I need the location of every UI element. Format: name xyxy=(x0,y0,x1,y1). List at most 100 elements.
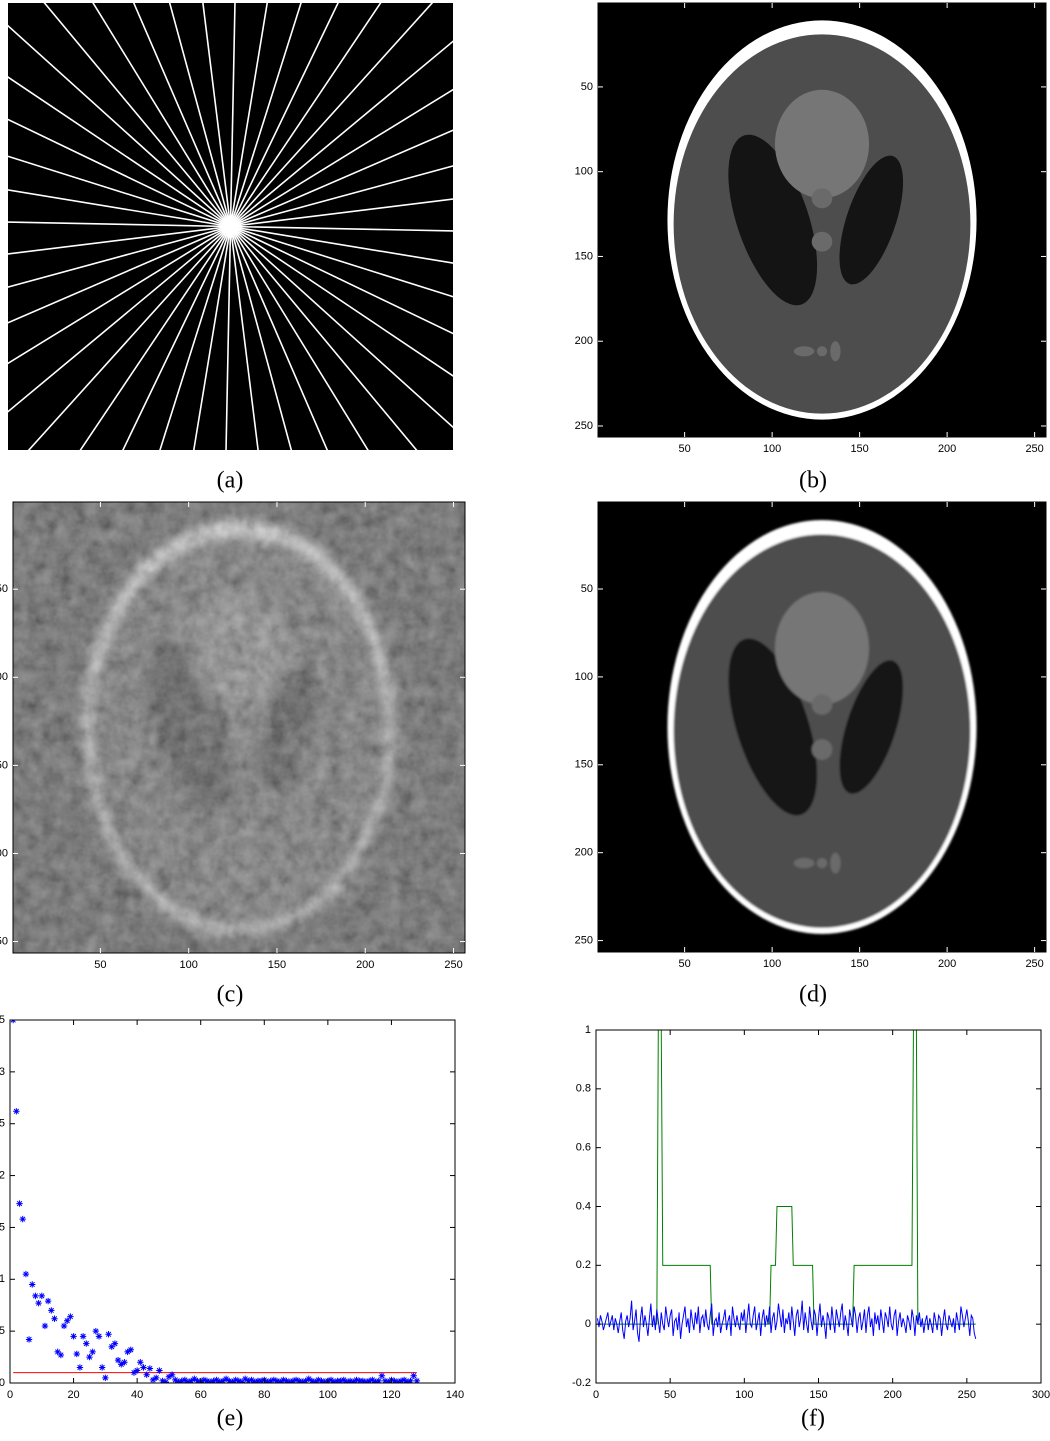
x-tick-label: 250 xyxy=(444,959,462,971)
point xyxy=(156,1367,163,1374)
point xyxy=(337,1377,344,1383)
point xyxy=(308,1377,316,1383)
y-tick-label: 150 xyxy=(0,759,8,771)
point xyxy=(178,1377,185,1383)
point xyxy=(200,1376,208,1383)
y-tick-label: 3 xyxy=(0,1066,5,1078)
point xyxy=(70,1333,77,1340)
y-tick-label: 200 xyxy=(575,335,593,347)
y-tick-label: 0 xyxy=(585,1318,591,1330)
point xyxy=(365,1377,373,1383)
y-tick-label: 150 xyxy=(575,759,593,771)
point xyxy=(25,1336,33,1343)
point xyxy=(111,1340,119,1347)
x-tick-label: 200 xyxy=(938,443,956,455)
point xyxy=(270,1376,278,1383)
point xyxy=(397,1377,405,1383)
point xyxy=(60,1322,68,1330)
point xyxy=(289,1377,297,1383)
point xyxy=(83,1340,90,1347)
point xyxy=(86,1353,93,1361)
point xyxy=(302,1377,309,1383)
point xyxy=(222,1375,230,1383)
y-tick-label: 100 xyxy=(575,166,593,178)
point xyxy=(108,1343,115,1350)
phantom-region xyxy=(793,346,815,357)
axes-frame xyxy=(597,501,1047,953)
x-tick-label: 50 xyxy=(664,1389,676,1401)
caption: (b) xyxy=(799,468,827,494)
point xyxy=(404,1378,411,1383)
point xyxy=(292,1376,300,1383)
plot-area xyxy=(13,502,465,953)
plot-area xyxy=(8,3,453,450)
point xyxy=(242,1375,249,1383)
point xyxy=(35,1299,42,1307)
y-tick-label: 0.5 xyxy=(0,1325,5,1337)
y-tick-label: 2 xyxy=(0,1169,5,1181)
caption: (f) xyxy=(801,1406,825,1432)
point xyxy=(248,1376,255,1383)
phantom-region xyxy=(811,694,833,715)
point xyxy=(118,1361,125,1368)
phantom-region xyxy=(811,188,833,209)
point xyxy=(391,1377,398,1383)
plot-area xyxy=(598,502,1046,952)
point xyxy=(229,1378,236,1383)
x-tick-label: 140 xyxy=(446,1389,464,1401)
caption: (d) xyxy=(799,982,827,1008)
point xyxy=(79,1333,87,1340)
point xyxy=(226,1377,233,1383)
caption: (a) xyxy=(217,468,244,494)
point xyxy=(191,1375,198,1383)
point xyxy=(264,1378,271,1383)
x-tick-label: 50 xyxy=(679,443,691,455)
axes-frame xyxy=(9,1019,456,1384)
plot-area xyxy=(596,1030,977,1342)
point xyxy=(153,1374,160,1382)
point xyxy=(216,1378,223,1383)
point xyxy=(105,1331,112,1338)
point xyxy=(146,1365,154,1372)
x-tick-label: 50 xyxy=(679,958,691,970)
point xyxy=(327,1376,335,1383)
y-tick-label: 250 xyxy=(0,935,8,947)
point xyxy=(32,1292,39,1300)
point xyxy=(375,1377,382,1383)
x-tick-label: 150 xyxy=(850,958,868,970)
point xyxy=(149,1376,157,1383)
point xyxy=(187,1377,195,1383)
x-tick-label: 100 xyxy=(763,443,781,455)
x-tick-label: 100 xyxy=(763,958,781,970)
point xyxy=(127,1346,134,1354)
point xyxy=(159,1377,166,1383)
axes-frame xyxy=(597,2,1047,438)
y-tick-label: 200 xyxy=(575,847,593,859)
point xyxy=(175,1378,182,1383)
x-tick-label: 100 xyxy=(319,1389,337,1401)
point xyxy=(143,1371,150,1378)
point xyxy=(385,1378,392,1383)
x-tick-label: 120 xyxy=(382,1389,400,1401)
point xyxy=(184,1378,192,1383)
y-tick-label: 100 xyxy=(575,671,593,683)
y-tick-label: 0 xyxy=(0,1377,5,1389)
point xyxy=(407,1377,414,1383)
x-tick-label: 20 xyxy=(67,1389,79,1401)
phantom-region xyxy=(673,534,971,928)
phantom-region xyxy=(816,857,828,869)
y-tick-label: 1 xyxy=(0,1273,5,1285)
point xyxy=(203,1377,211,1383)
y-tick-label: 250 xyxy=(575,934,593,946)
phantom-region xyxy=(830,341,841,362)
point xyxy=(372,1378,379,1383)
point xyxy=(378,1372,386,1379)
phantom-region xyxy=(774,89,870,199)
point xyxy=(54,1348,61,1356)
point xyxy=(394,1378,401,1383)
point xyxy=(67,1313,74,1320)
point xyxy=(213,1376,220,1383)
y-tick-label: 0.8 xyxy=(576,1083,591,1095)
